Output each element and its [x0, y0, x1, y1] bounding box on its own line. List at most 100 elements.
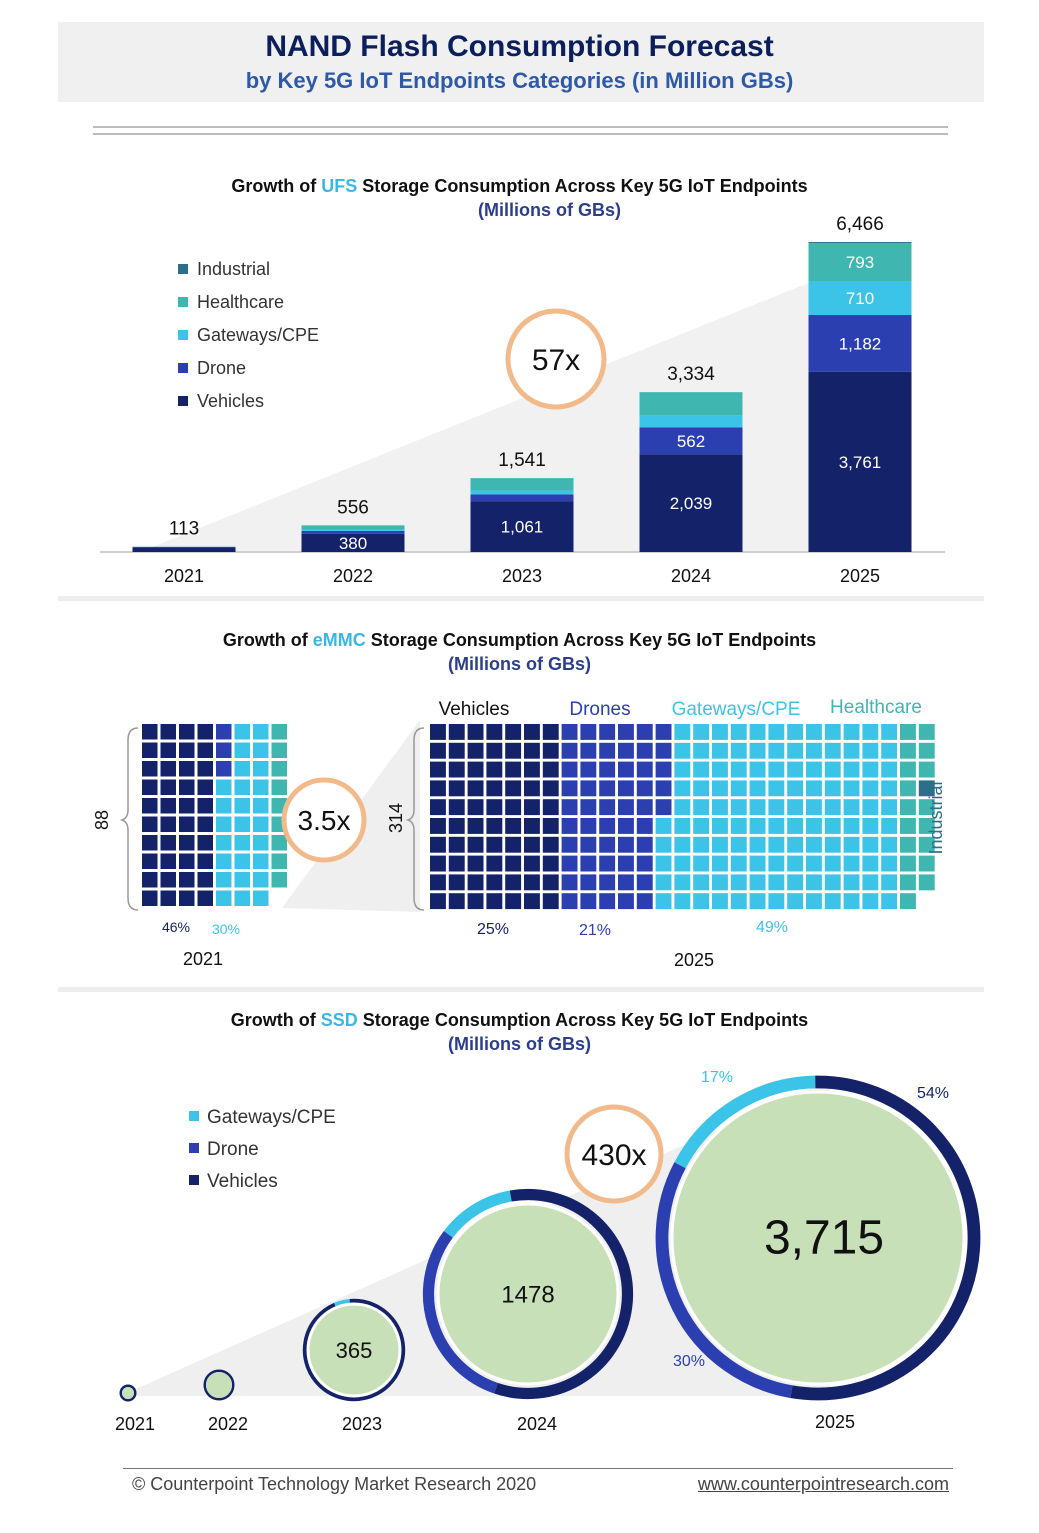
- emmc-2025-cell: [655, 761, 672, 778]
- ufs-year-tick: 2021: [164, 566, 204, 586]
- emmc-2025-cell: [467, 724, 484, 740]
- emmc-2025-cell: [580, 724, 597, 740]
- emmc-2025-cell: [862, 818, 879, 834]
- emmc-2025-cell: [806, 780, 822, 797]
- ufs-legend-label: Gateways/CPE: [197, 325, 319, 345]
- ufs-bar-industrial-2025: [808, 242, 912, 243]
- emmc-2025-cell: [618, 799, 634, 816]
- emmc-2025-cell: [580, 761, 597, 778]
- emmc-2025-cell: [467, 818, 484, 834]
- emmc-2021-cell: [179, 816, 195, 832]
- ssd-legend-label: Gateways/CPE: [207, 1107, 336, 1128]
- ssd-pct-gateways: 17%: [701, 1069, 733, 1086]
- emmc-2025-cell: [542, 742, 559, 759]
- emmc-2025-cell: [768, 799, 785, 816]
- ufs-segment-label: 380: [339, 534, 367, 553]
- emmc-2025-cell: [843, 780, 860, 797]
- emmc-2021-cell: [271, 853, 287, 869]
- emmc-2025-cell: [524, 799, 540, 816]
- emmc-2025-cell: [693, 799, 710, 816]
- emmc-2025-cell: [430, 724, 446, 740]
- emmc-2025-cell: [524, 780, 540, 797]
- ufs-legend-label: Healthcare: [197, 292, 284, 312]
- emmc-2025-cell: [618, 742, 634, 759]
- emmc-2025-cell: [448, 742, 465, 759]
- emmc-2025-cell: [636, 780, 653, 797]
- emmc-2021-cell: [197, 724, 213, 740]
- emmc-2025-cell: [505, 761, 522, 778]
- emmc-2021-cell: [179, 761, 195, 777]
- emmc-2025-cell: [881, 724, 898, 740]
- emmc-2025-cell: [806, 874, 822, 891]
- emmc-2025-cell: [693, 893, 710, 910]
- emmc-2025-cell: [730, 893, 747, 910]
- emmc-2021-cell: [234, 890, 250, 906]
- emmc-2025-cell: [561, 799, 578, 816]
- ssd-chart-unit: (Millions of GBs): [448, 1034, 591, 1054]
- ufs-legend-swatch: [178, 363, 188, 373]
- ufs-bar-vehicles-2025: [808, 371, 912, 552]
- emmc-2025-cell: [787, 893, 804, 910]
- emmc-2025-cell: [486, 855, 503, 872]
- emmc-2025-cell: [486, 836, 503, 853]
- emmc-2021-cell: [197, 779, 213, 795]
- emmc-2021-cell: [142, 761, 158, 777]
- emmc-chart-unit: (Millions of GBs): [448, 654, 591, 674]
- ssd-legend-swatch: [189, 1111, 199, 1121]
- emmc-2021-cell: [142, 890, 158, 906]
- emmc-2025-cell: [430, 893, 446, 910]
- emmc-2025-cell: [561, 855, 578, 872]
- emmc-2021-cell: [179, 853, 195, 869]
- emmc-2025-cell: [542, 724, 559, 740]
- ssd-multiplier-circle: [564, 1104, 664, 1204]
- emmc-2025-cell: [712, 742, 728, 759]
- emmc-2025-cell: [768, 780, 785, 797]
- emmc-2021-cell: [179, 779, 195, 795]
- ufs-bar-gatewayscpe-2022: [301, 529, 405, 531]
- emmc-2025-cell: [618, 874, 634, 891]
- emmc-2025-cell: [843, 855, 860, 872]
- emmc-2025-cell: [693, 818, 710, 834]
- emmc-2021-cell: [197, 890, 213, 906]
- emmc-2025-cell: [486, 780, 503, 797]
- emmc-2025-cell: [712, 855, 728, 872]
- emmc-2025-cell: [599, 836, 616, 853]
- emmc-2021-cell: [142, 872, 158, 888]
- emmc-2021-cell: [253, 890, 269, 906]
- emmc-2025-cell: [918, 818, 935, 834]
- emmc-2025-cell: [843, 893, 860, 910]
- emmc-2021-cell: [253, 853, 269, 869]
- ufs-chart-unit: (Millions of GBs): [478, 200, 621, 220]
- emmc-2025-cell: [843, 818, 860, 834]
- emmc-2025-cell: [900, 724, 916, 740]
- emmc-2025-cell: [787, 761, 804, 778]
- emmc-2021-cell: [216, 779, 232, 795]
- emmc-2025-cell: [693, 836, 710, 853]
- ssd-bubble-chart: 365 1478 3,715 2021 2022 2023 2024 2025 Gateways…: [115, 1069, 981, 1434]
- emmc-2025-cell: [768, 818, 785, 834]
- emmc-2025-cell: [749, 761, 766, 778]
- emmc-2021-cell: [179, 835, 195, 851]
- ufs-total-label: 3,334: [667, 364, 715, 385]
- emmc-2025-cell: [430, 818, 446, 834]
- emmc-2021-cell: [234, 872, 250, 888]
- emmc-cat-vehicles: Vehicles: [439, 699, 510, 720]
- emmc-2025-cell: [430, 855, 446, 872]
- emmc-2025-cell: [806, 893, 822, 910]
- emmc-2025-cell: [655, 855, 672, 872]
- emmc-2021-cell: [160, 779, 176, 795]
- emmc-2025-cell: [542, 836, 559, 853]
- emmc-2025-cell: [636, 724, 653, 740]
- emmc-2025-cell: [505, 818, 522, 834]
- emmc-2025-cell: [505, 780, 522, 797]
- emmc-2025-cell: [806, 799, 822, 816]
- footer-link[interactable]: www.counterpointresearch.com: [697, 1474, 949, 1494]
- emmc-2025-cell: [900, 893, 916, 910]
- ssd-ring-segment-2024: [443, 1190, 512, 1238]
- emmc-2025-cell: [618, 780, 634, 797]
- ufs-bar-healthcare-2025: [808, 242, 912, 281]
- emmc-2025-cell: [674, 893, 691, 910]
- emmc-2025-cell: [599, 874, 616, 891]
- emmc-2025-cell: [505, 893, 522, 910]
- emmc-2025-cell: [806, 836, 822, 853]
